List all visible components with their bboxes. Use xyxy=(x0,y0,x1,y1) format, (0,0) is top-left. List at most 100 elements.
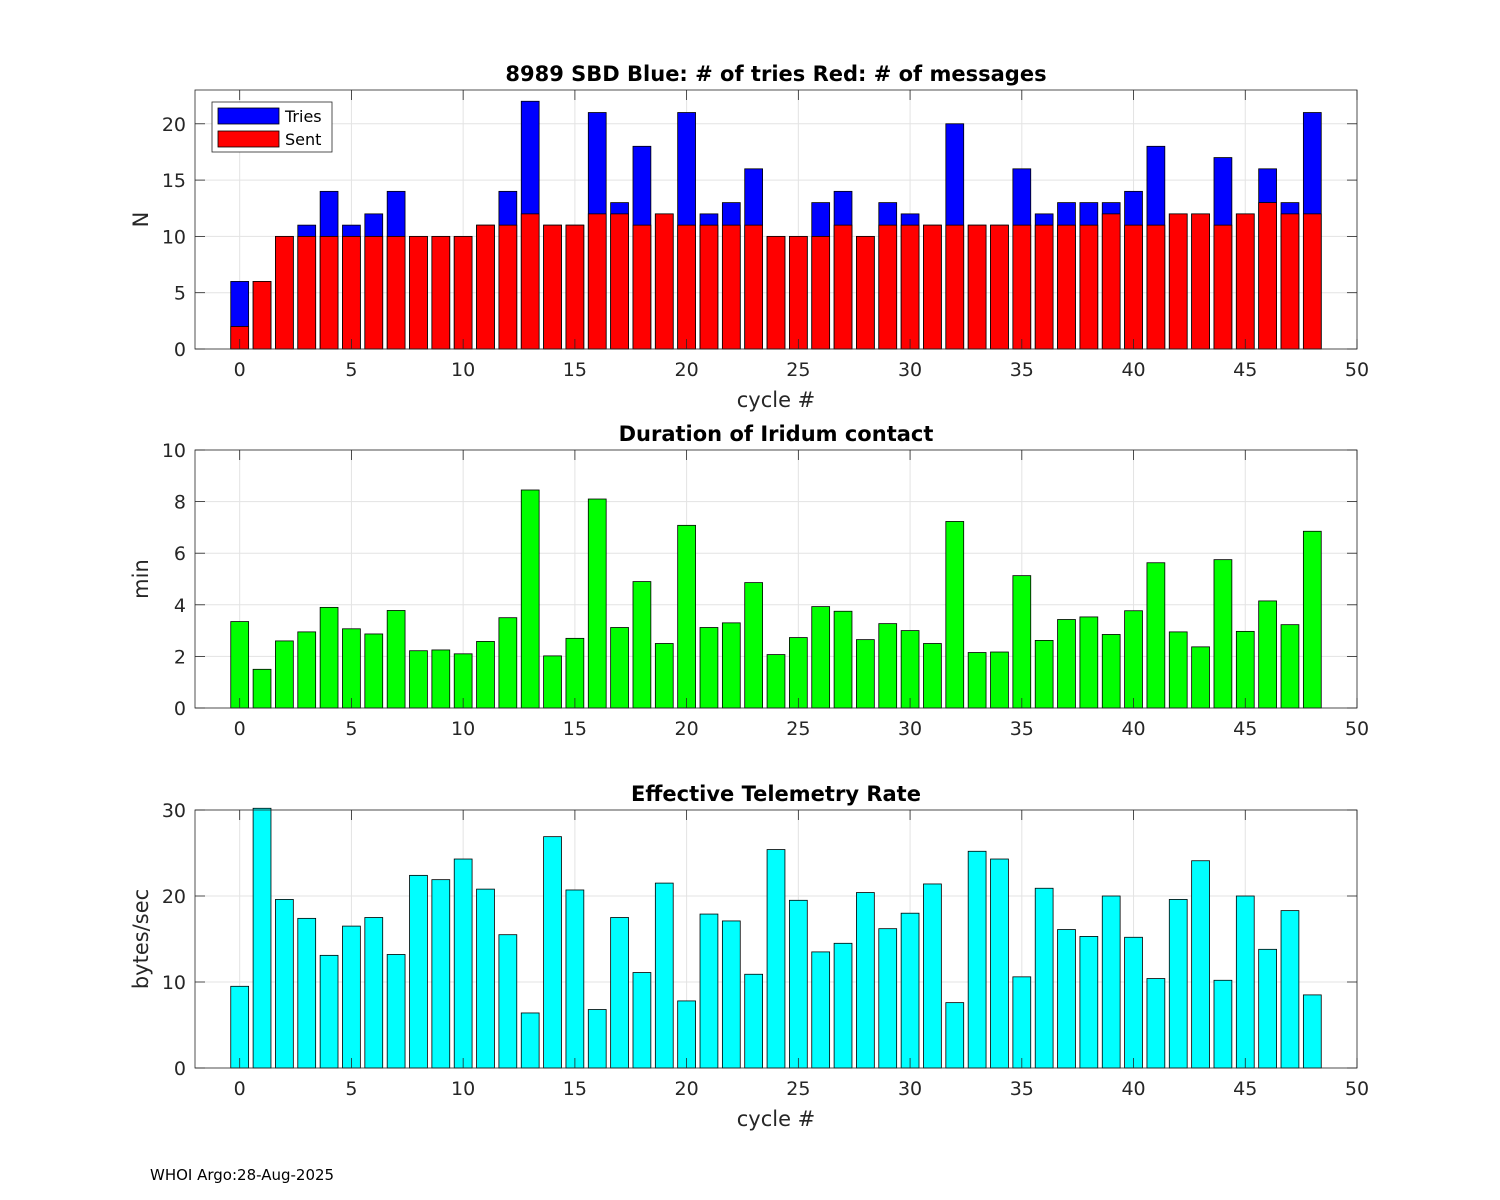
bar xyxy=(1034,640,1054,709)
bar xyxy=(1213,559,1233,709)
bar xyxy=(520,1012,540,1069)
bar xyxy=(1258,600,1277,709)
x-tick-label: 30 xyxy=(898,1078,922,1100)
bar xyxy=(1057,619,1076,709)
x-tick-label: 45 xyxy=(1233,1078,1257,1100)
bar xyxy=(1280,910,1300,1069)
bar xyxy=(1101,895,1121,1069)
bar xyxy=(721,622,741,709)
bar xyxy=(386,610,406,709)
bar-sent xyxy=(833,224,853,350)
bar xyxy=(990,858,1009,1069)
chart-panel-1: 0 5 10 15 20 25 30 35 40 45 50 0 5 10 15 20 8989 SBD Blu… xyxy=(129,62,1369,412)
x-tick-label: 20 xyxy=(675,1078,699,1100)
bar-sent xyxy=(252,281,272,350)
bar xyxy=(431,649,451,709)
bar xyxy=(923,883,942,1069)
bar-sent xyxy=(342,235,361,350)
x-tick-label: 15 xyxy=(563,718,587,740)
x-tick-label: 40 xyxy=(1121,718,1145,740)
bar xyxy=(1079,616,1099,709)
bar-sent xyxy=(543,224,562,350)
y-axis-label: N xyxy=(129,212,153,228)
bar xyxy=(543,836,562,1069)
bar xyxy=(856,892,875,1069)
x-axis-label: cycle # xyxy=(737,388,816,412)
bar-sent xyxy=(1191,213,1210,350)
bar xyxy=(409,874,428,1069)
bar xyxy=(1302,994,1322,1069)
legend-swatch-tries xyxy=(217,107,280,125)
chart-title: Duration of Iridum contact xyxy=(619,422,934,446)
bar xyxy=(252,668,272,709)
bar xyxy=(520,489,540,709)
bar-sent xyxy=(789,235,808,350)
bar xyxy=(1258,948,1277,1069)
bar-sent xyxy=(1258,202,1277,350)
y-tick-label: 6 xyxy=(174,543,186,565)
bar xyxy=(1034,887,1054,1069)
x-tick-label: 10 xyxy=(451,718,475,740)
y-tick-label: 10 xyxy=(162,226,186,248)
bar xyxy=(1012,976,1032,1069)
bar-sent xyxy=(364,235,384,350)
bar xyxy=(967,850,987,1069)
bar xyxy=(811,951,831,1069)
bar xyxy=(610,917,629,1069)
bar xyxy=(297,631,317,709)
bar xyxy=(632,972,652,1069)
bar xyxy=(364,917,384,1069)
bar xyxy=(967,652,987,709)
bar xyxy=(945,1002,965,1069)
bar xyxy=(856,639,875,709)
y-tick-label: 30 xyxy=(162,800,186,822)
bar-sent xyxy=(699,224,719,350)
y-tick-label: 5 xyxy=(174,283,186,305)
bar-sent xyxy=(900,224,920,350)
bar xyxy=(1191,860,1210,1069)
bar-sent xyxy=(878,224,898,350)
bar xyxy=(945,521,965,709)
x-tick-label: 30 xyxy=(898,359,922,381)
x-tick-label: 30 xyxy=(898,718,922,740)
x-tick-label: 50 xyxy=(1345,718,1369,740)
bar-sent xyxy=(1034,224,1054,350)
x-tick-label: 35 xyxy=(1010,1078,1034,1100)
chart-panel-3: 0 5 10 15 20 25 30 35 40 45 50 0 10 20 30 Effective Tel… xyxy=(129,782,1369,1131)
chart-title: Effective Telemetry Rate xyxy=(631,782,921,806)
bar-sent xyxy=(565,224,585,350)
bar-sent xyxy=(654,213,674,350)
x-tick-label: 40 xyxy=(1121,359,1145,381)
footer-label: WHOI Argo:28-Aug-2025 xyxy=(150,1166,335,1184)
bar xyxy=(677,524,696,709)
bar xyxy=(833,610,853,709)
x-tick-label: 15 xyxy=(563,359,587,381)
bar xyxy=(431,879,451,1069)
bar xyxy=(409,650,428,709)
bar xyxy=(1280,624,1300,709)
bar-sent xyxy=(1302,213,1322,350)
x-tick-label: 0 xyxy=(234,359,246,381)
bar xyxy=(1146,978,1166,1069)
x-tick-label: 0 xyxy=(234,718,246,740)
y-tick-label: 20 xyxy=(162,114,186,136)
y-tick-label: 10 xyxy=(162,440,186,462)
bar xyxy=(744,973,763,1069)
x-tick-label: 15 xyxy=(563,1078,587,1100)
bar-sent xyxy=(766,235,786,350)
bar-sent xyxy=(1124,224,1143,350)
bar-sent xyxy=(610,213,629,350)
bar xyxy=(319,606,339,709)
chart-panel-2: 0 5 10 15 20 25 30 35 40 45 50 0 2 4 6 8 10 Duration of I… xyxy=(129,422,1369,740)
bar xyxy=(1213,979,1233,1069)
bar xyxy=(654,882,674,1069)
bar-sent xyxy=(431,235,451,350)
x-tick-label: 25 xyxy=(786,718,810,740)
bar xyxy=(1124,610,1143,709)
bar-sent xyxy=(856,235,875,350)
bar-sent xyxy=(476,224,495,350)
bar-sent xyxy=(409,235,428,350)
bar xyxy=(476,641,495,709)
bar-sent xyxy=(632,224,652,350)
